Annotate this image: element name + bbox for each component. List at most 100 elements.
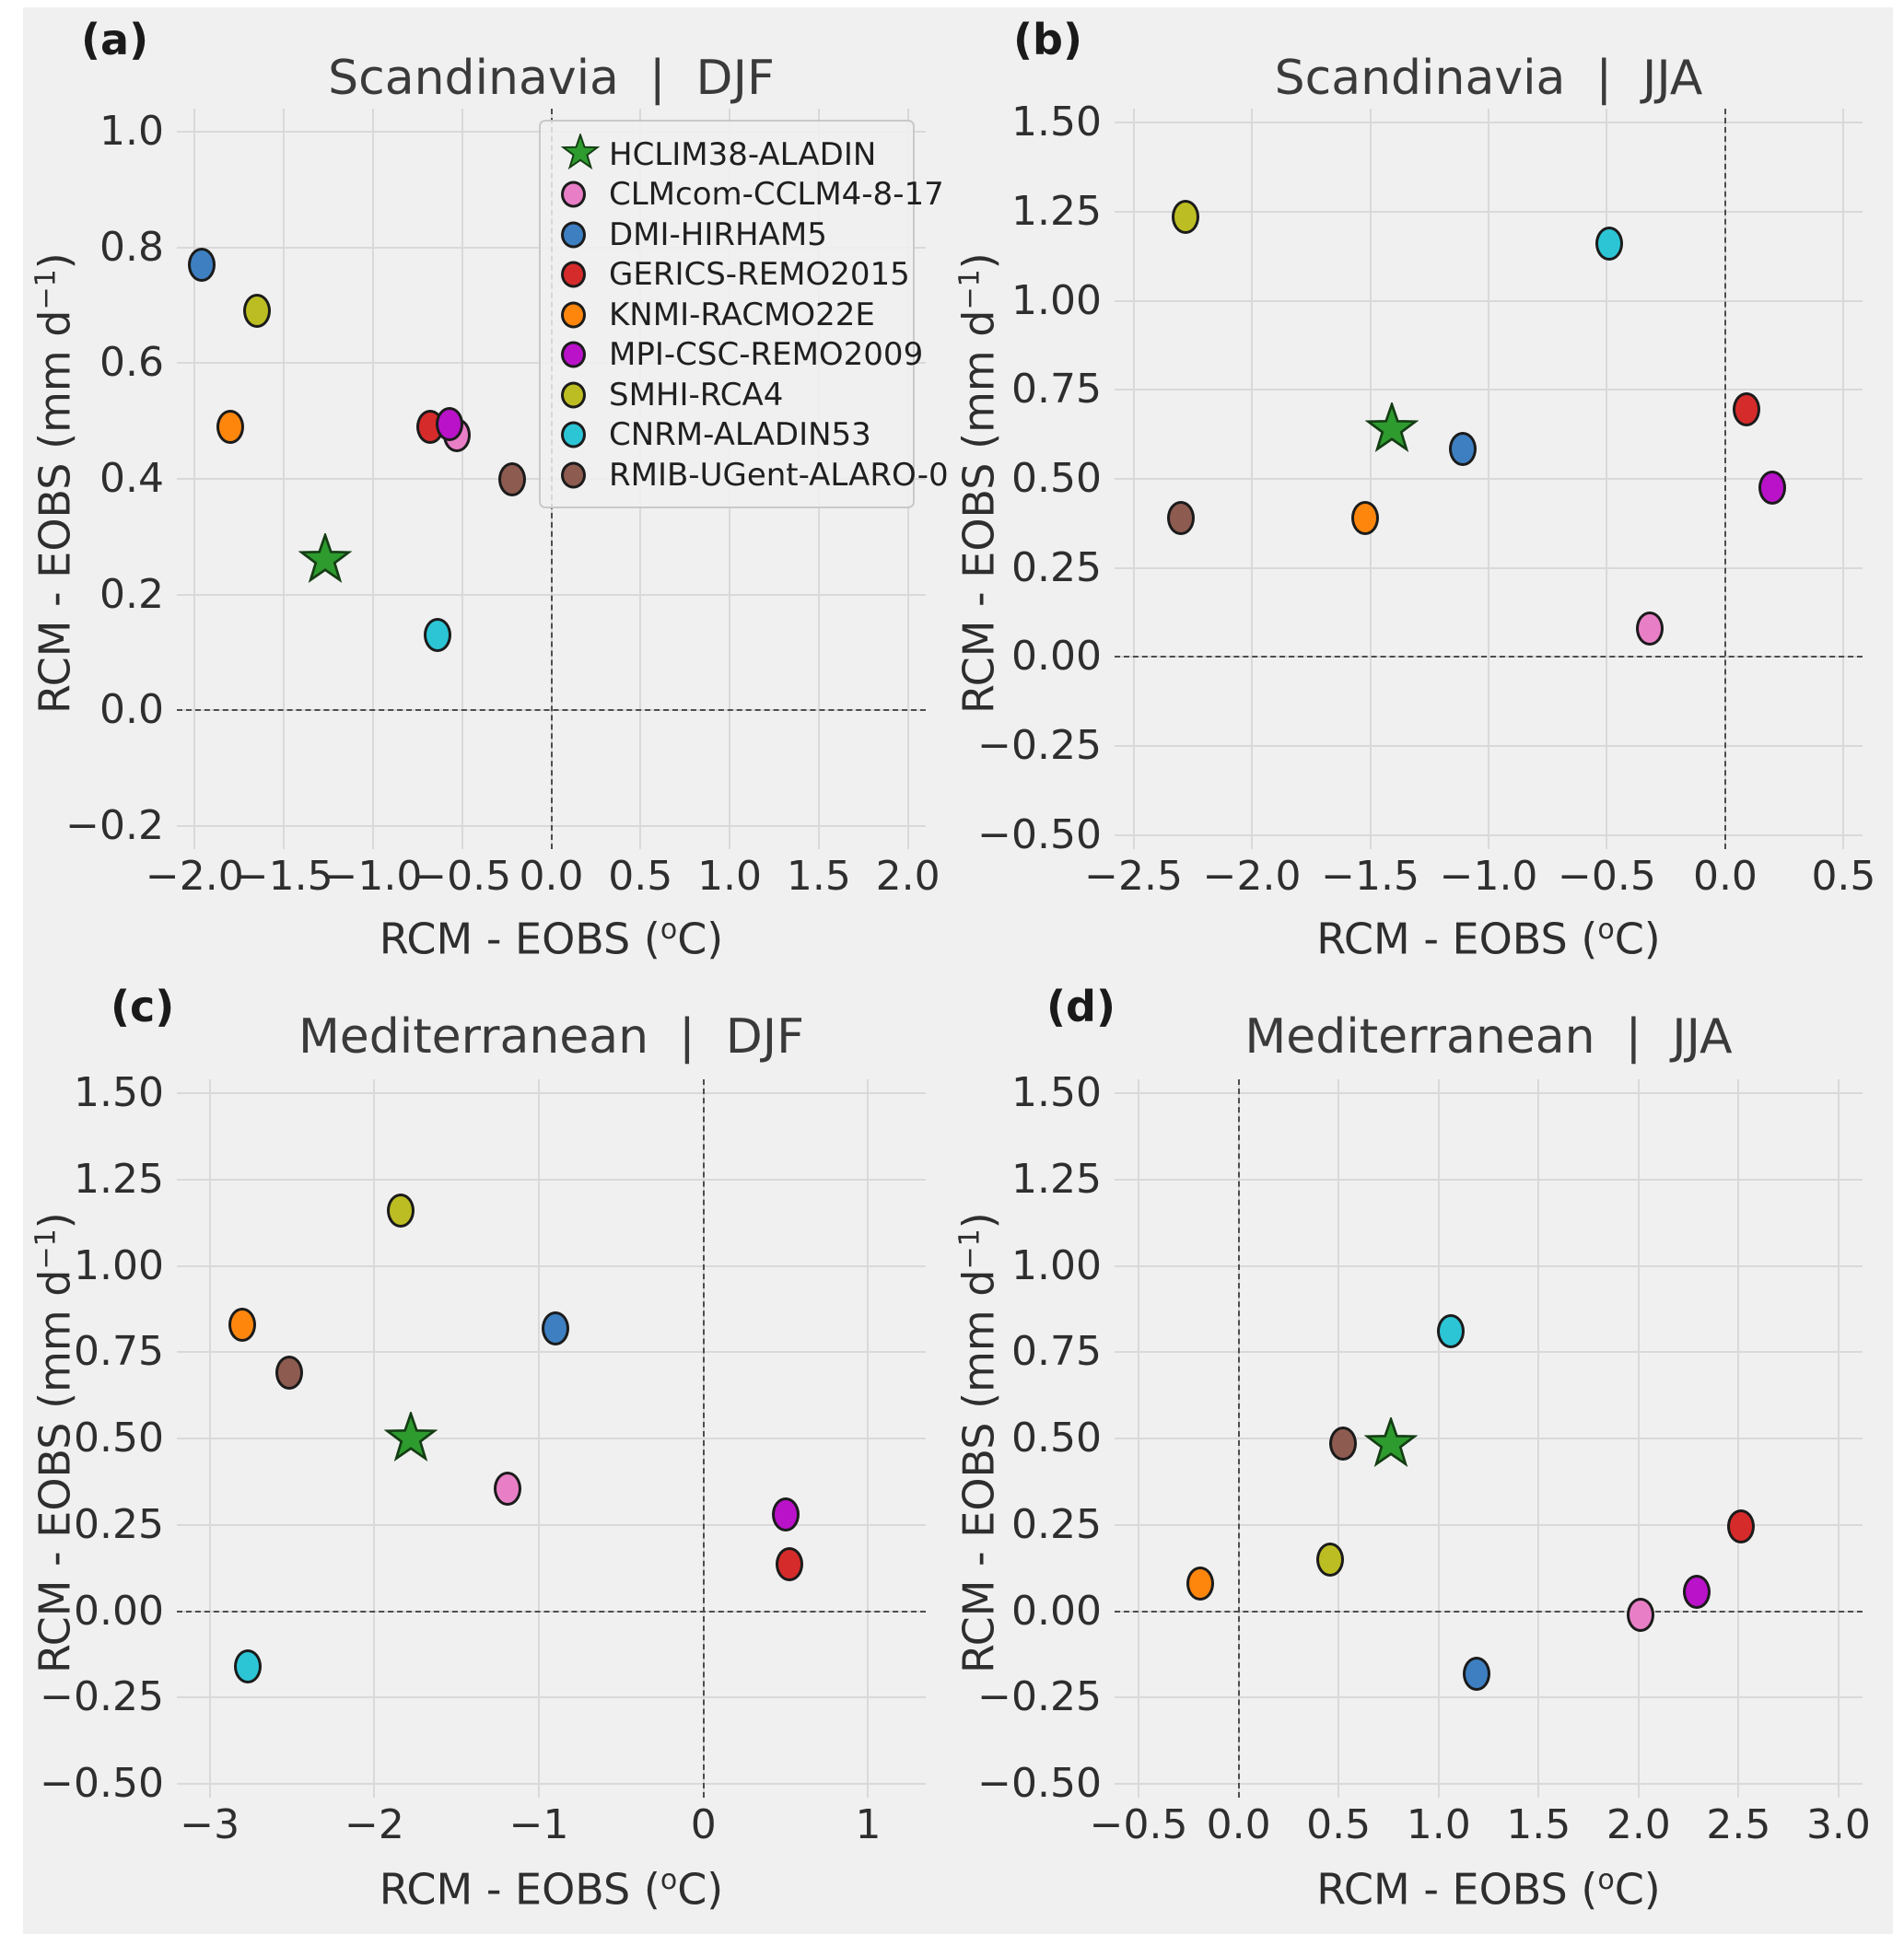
x-axis-label-sup: o xyxy=(1597,914,1615,946)
panel-title: Scandinavia | JJA xyxy=(1274,51,1703,106)
gridline-horizontal xyxy=(1115,1438,1863,1439)
x-axis-label-text: RCM - EOBS ( xyxy=(1316,1864,1598,1915)
gridline-horizontal xyxy=(1115,389,1863,391)
y-tick-label: 1.00 xyxy=(1011,1241,1102,1289)
data-point-HCLIM38-ALADIN xyxy=(1364,400,1419,460)
legend-circle-icon xyxy=(561,461,586,488)
data-point-CLMcom-CCLM4-8-17 xyxy=(1635,611,1664,646)
x-axis-label: RCM - EOBS (oC) xyxy=(229,905,874,963)
data-point-MPI-CSC-REMO2009 xyxy=(772,1497,800,1532)
x-axis-label: RCM - EOBS (oC) xyxy=(1166,1856,1811,1914)
data-point-DMI-HIRHAM5 xyxy=(188,248,216,283)
legend-box: HCLIM38-ALADIN CLMcom-CCLM4-8-17 DMI-HIRHA… xyxy=(539,120,949,508)
x-tick-label: −1.0 xyxy=(1439,853,1538,900)
gridline-horizontal xyxy=(177,1523,926,1526)
data-point-RMIB-UGent-ALARO-0 xyxy=(1328,1427,1357,1462)
x-axis-label-text: RCM - EOBS ( xyxy=(1316,914,1598,964)
legend-item-label: CNRM-ALADIN53 xyxy=(609,416,871,453)
x-axis-label-sup: o xyxy=(660,914,678,946)
y-tick-label: −0.25 xyxy=(40,1673,164,1721)
y-tick-label: 1.50 xyxy=(1011,1069,1102,1116)
gridline-horizontal xyxy=(1115,1178,1863,1181)
y-axis-label: RCM - EOBS (mm d−1) xyxy=(21,161,79,806)
legend-item: GERICS-REMO2015 xyxy=(541,255,913,295)
gridline-horizontal xyxy=(1115,211,1863,214)
y-axis-label-post: ) xyxy=(953,1212,1004,1229)
y-tick-label: 1.50 xyxy=(1011,99,1102,146)
x-tick-label: −1 xyxy=(508,1801,569,1848)
y-tick-label: −0.50 xyxy=(40,1760,164,1807)
x-tick-label: 1.5 xyxy=(786,853,851,900)
x-axis-label-post: C) xyxy=(677,914,724,964)
x-axis-label-text: RCM - EOBS ( xyxy=(379,914,660,964)
legend-item: KNMI-RACMO22E xyxy=(541,295,913,334)
data-point-CLMcom-CCLM4-8-17 xyxy=(494,1471,522,1506)
y-axis-label-post: ) xyxy=(29,252,80,270)
x-tick-label: 0.0 xyxy=(1206,1801,1271,1848)
data-point-KNMI-RACMO22E xyxy=(1186,1566,1215,1601)
y-tick-label: −0.50 xyxy=(977,1760,1102,1807)
legend-item: MPI-CSC-REMO2009 xyxy=(541,335,923,375)
y-axis-label-sup: −1 xyxy=(953,1229,987,1270)
y-tick-label: −0.25 xyxy=(977,1673,1102,1721)
legend-item-label: SMHI-RCA4 xyxy=(609,376,784,413)
x-axis-label-post: C) xyxy=(677,1864,724,1915)
y-tick-label: 0.00 xyxy=(1011,1587,1102,1635)
legend-item-label: DMI-HIRHAM5 xyxy=(609,215,827,253)
data-point-MPI-CSC-REMO2009 xyxy=(436,406,464,441)
data-point-DMI-HIRHAM5 xyxy=(1462,1656,1490,1691)
gridline-horizontal xyxy=(1115,1783,1863,1785)
x-tick-label: −3 xyxy=(180,1801,240,1848)
data-point-CNRM-ALADIN53 xyxy=(1595,227,1624,262)
panel-letter: (d) xyxy=(1046,982,1116,1031)
gridline-horizontal xyxy=(177,1092,926,1094)
data-point-SMHI-RCA4 xyxy=(1316,1542,1345,1577)
data-point-RMIB-UGent-ALARO-0 xyxy=(275,1356,303,1391)
y-tick-label: 0.00 xyxy=(1011,633,1102,681)
data-point-HCLIM38-ALADIN xyxy=(1363,1415,1419,1474)
legend-item-label: MPI-CSC-REMO2009 xyxy=(609,336,924,373)
y-axis-label-text: RCM - EOBS (mm d xyxy=(29,309,80,715)
y-tick-label: −0.50 xyxy=(977,810,1102,858)
data-point-MPI-CSC-REMO2009 xyxy=(1682,1575,1711,1610)
zero-reference-line-vertical xyxy=(1723,109,1726,849)
data-point-CNRM-ALADIN53 xyxy=(1436,1314,1465,1349)
y-axis-label-post: ) xyxy=(29,1212,80,1229)
x-tick-label: 2.5 xyxy=(1706,1801,1771,1848)
x-tick-label: 2.0 xyxy=(875,853,940,900)
y-tick-label: 1.25 xyxy=(1011,188,1102,236)
y-tick-label: 1.25 xyxy=(74,1155,164,1203)
data-point-SMHI-RCA4 xyxy=(387,1194,415,1228)
legend-item-label: RMIB-UGent-ALARO-0 xyxy=(609,456,949,494)
legend-circle-icon xyxy=(561,381,586,408)
panel-title: Mediterranean | JJA xyxy=(1244,1009,1733,1065)
x-tick-label: 0.0 xyxy=(1692,853,1758,900)
x-tick-label: −2 xyxy=(344,1801,404,1848)
x-tick-label: 1.0 xyxy=(697,853,763,900)
y-tick-label: 0.50 xyxy=(1011,455,1102,502)
gridline-horizontal xyxy=(1115,1523,1863,1526)
legend-item-label: CLMcom-CCLM4-8-17 xyxy=(609,176,944,213)
legend-item: RMIB-UGent-ALARO-0 xyxy=(541,455,949,495)
y-tick-label: 0.25 xyxy=(1011,1500,1102,1548)
x-tick-label: 3.0 xyxy=(1805,1801,1871,1848)
legend-circle-icon xyxy=(561,301,586,328)
x-tick-label: 2.0 xyxy=(1606,1801,1671,1848)
y-tick-label: 0.6 xyxy=(99,339,164,387)
gridline-horizontal xyxy=(1115,299,1863,302)
legend-circle-icon xyxy=(561,181,586,208)
y-tick-label: 0.75 xyxy=(1011,1328,1102,1376)
legend-item-label: KNMI-RACMO22E xyxy=(609,296,875,333)
legend-item: DMI-HIRHAM5 xyxy=(541,215,913,254)
x-axis-label-post: C) xyxy=(1614,914,1661,964)
y-tick-label: 0.4 xyxy=(99,455,164,502)
y-axis-label-text: RCM - EOBS (mm d xyxy=(953,1269,1004,1674)
y-axis-label-sup: −1 xyxy=(29,269,63,310)
data-point-RMIB-UGent-ALARO-0 xyxy=(1166,501,1195,536)
x-tick-label: −1.5 xyxy=(234,853,333,900)
y-tick-label: 0.50 xyxy=(1011,1415,1102,1462)
zero-reference-line-horizontal xyxy=(177,1610,926,1613)
x-tick-label: −0.5 xyxy=(1558,853,1656,900)
data-point-MPI-CSC-REMO2009 xyxy=(1758,471,1787,506)
